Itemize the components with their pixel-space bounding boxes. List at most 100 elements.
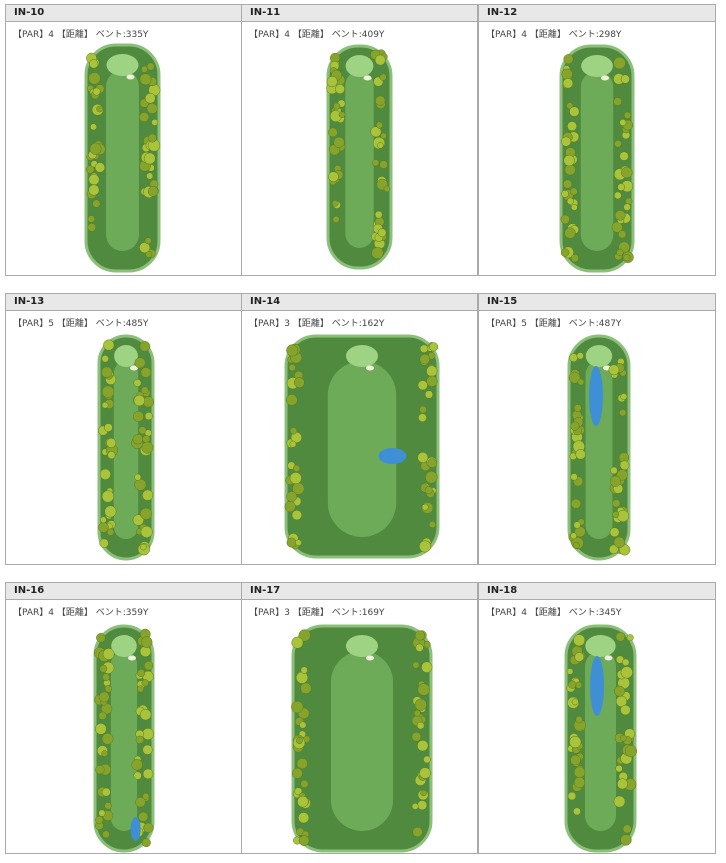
tree	[139, 73, 152, 86]
tree	[101, 385, 115, 399]
tree	[620, 704, 631, 716]
hole-map	[559, 44, 635, 273]
tree	[151, 118, 159, 126]
green	[585, 635, 616, 657]
tree	[620, 666, 633, 679]
tree	[142, 435, 151, 443]
tree	[426, 365, 438, 377]
tree	[333, 136, 345, 148]
tree	[412, 826, 423, 838]
tree	[563, 154, 575, 167]
tree	[613, 795, 626, 808]
tree	[140, 507, 153, 520]
tree	[415, 643, 424, 652]
hole-title: IN-16	[6, 583, 241, 600]
tree	[147, 186, 159, 197]
tree	[568, 371, 581, 384]
tree	[562, 78, 574, 89]
fairway	[327, 361, 397, 537]
tree	[138, 811, 149, 822]
tree	[619, 409, 627, 417]
tree	[561, 136, 572, 147]
tree	[139, 708, 152, 721]
tree	[608, 364, 620, 376]
hole-card: IN-11 【PAR】4 【距離】 ベント:409Y	[241, 4, 478, 276]
tree	[620, 734, 627, 742]
green	[106, 54, 139, 76]
tree	[143, 822, 154, 833]
tree	[570, 498, 582, 509]
fairway	[113, 361, 139, 539]
tree	[383, 185, 391, 193]
tree	[99, 468, 111, 480]
tree	[328, 127, 338, 138]
tree	[296, 737, 303, 745]
hole-title: IN-13	[6, 294, 241, 311]
tree	[133, 394, 146, 407]
tree	[626, 634, 634, 642]
tree	[623, 254, 631, 262]
tree	[132, 433, 144, 445]
tree	[92, 199, 101, 208]
tree	[421, 661, 433, 673]
tree	[291, 509, 303, 521]
tree	[615, 764, 623, 773]
tree	[561, 189, 569, 198]
tree	[94, 162, 106, 173]
tree	[291, 767, 303, 779]
tree	[95, 815, 104, 824]
hole-card: IN-16 【PAR】4 【距離】 ベント:359Y	[5, 582, 242, 854]
fairway	[345, 71, 374, 248]
tree	[142, 792, 150, 800]
tree	[291, 700, 304, 714]
tree	[133, 379, 142, 387]
tree	[423, 755, 431, 764]
tree	[106, 437, 117, 448]
fairway	[110, 651, 138, 831]
tree	[562, 179, 573, 189]
tree	[139, 242, 151, 254]
tree	[286, 344, 299, 357]
tree	[96, 105, 103, 113]
tree	[613, 97, 622, 106]
water	[589, 366, 603, 426]
tree	[134, 357, 146, 369]
tree	[610, 466, 618, 475]
tree	[87, 223, 97, 232]
tree	[328, 171, 339, 182]
tree	[375, 95, 386, 106]
tree	[133, 771, 142, 780]
tree	[612, 499, 621, 508]
tree	[102, 648, 115, 660]
tree	[146, 62, 155, 71]
tree	[569, 353, 578, 363]
tree	[413, 709, 421, 717]
bunker	[130, 365, 138, 371]
tree	[613, 536, 625, 548]
tree	[570, 254, 579, 263]
hole-card: IN-12 【PAR】4 【距離】 ベント:298Y	[478, 4, 716, 276]
tree	[98, 691, 110, 703]
tree	[140, 543, 147, 551]
tree	[295, 671, 309, 684]
tree	[98, 809, 106, 817]
tree	[370, 126, 382, 138]
tree	[134, 478, 147, 491]
tree	[612, 511, 620, 518]
tree	[299, 721, 307, 729]
tree	[419, 353, 431, 365]
tree	[560, 248, 570, 257]
tree	[142, 489, 154, 501]
tree	[573, 776, 586, 789]
hole-title: IN-14	[242, 294, 477, 311]
tree	[564, 227, 576, 239]
tree	[300, 666, 308, 674]
tree	[609, 527, 620, 538]
bunker	[604, 655, 613, 661]
hole-info: 【PAR】4 【距離】 ベント:298Y	[486, 30, 622, 40]
tree	[419, 344, 429, 353]
tree	[622, 824, 632, 834]
fairway	[330, 651, 394, 831]
tree	[99, 538, 109, 548]
tree	[572, 541, 580, 549]
